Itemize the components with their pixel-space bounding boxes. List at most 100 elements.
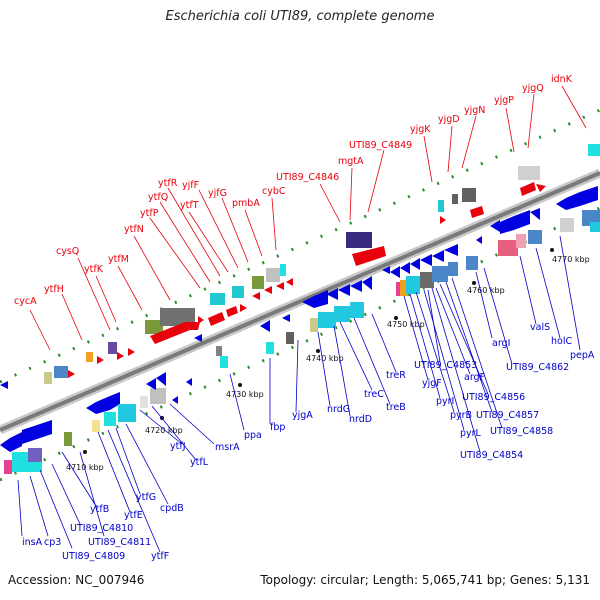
gene-label[interactable]: UTI89_C4858 (490, 426, 553, 437)
gene-label[interactable]: mgtA (338, 156, 364, 167)
gene-label[interactable]: yjgN (464, 105, 485, 116)
gene-label[interactable]: ytfR (158, 178, 178, 189)
gene-label[interactable]: treB (386, 402, 406, 413)
gene-block (498, 240, 518, 256)
gene-arrow (172, 396, 178, 404)
gene-block (104, 412, 116, 426)
gene-label[interactable]: yjgQ (522, 83, 544, 94)
gene-arrow (520, 182, 536, 196)
gene-arrow (410, 258, 420, 270)
gene-label[interactable]: UTI89_C4846 (276, 172, 339, 183)
gene-label[interactable]: UTI89_C4854 (460, 450, 523, 461)
gene-label[interactable]: valS (530, 322, 550, 333)
gene-block (462, 188, 476, 202)
gene-block (28, 448, 42, 462)
tick-label: 4720 kbp (145, 426, 183, 435)
gene-arrow (400, 262, 410, 274)
map-title: Escherichia coli UTI89, complete genome (165, 9, 435, 24)
bottom-gene-label-texts: insA cp3 UTI89_C4809 UTI89_C4810 ytfB UT… (22, 322, 595, 562)
gene-label[interactable]: nrdD (349, 414, 372, 425)
gene-label[interactable]: pyrL (460, 428, 482, 439)
gene-label[interactable]: yjfF (182, 180, 199, 191)
gene-block (518, 166, 540, 180)
gene-label[interactable]: yjgP (494, 95, 514, 106)
gene-label[interactable]: msrA (215, 442, 240, 453)
gene-label[interactable]: pepA (570, 350, 595, 361)
gene-arrow (514, 210, 530, 230)
gene-arrow (226, 306, 238, 317)
gene-label[interactable]: argF (464, 372, 485, 383)
gene-block (4, 460, 12, 474)
gene-label[interactable]: UTI89_C4857 (476, 410, 539, 421)
gene-arrow (264, 286, 272, 294)
gene-arrow (326, 288, 338, 300)
gene-label[interactable]: pyrB (450, 410, 472, 421)
gene-label[interactable]: yjgA (292, 410, 313, 421)
gene-label[interactable]: nrdG (327, 404, 350, 415)
gene-arrow (390, 266, 400, 278)
genome-backbone (0, 168, 600, 435)
gene-label[interactable]: cysQ (56, 246, 79, 257)
gene-label[interactable]: yjfG (208, 188, 227, 199)
gene-label[interactable]: holC (551, 336, 572, 347)
gene-label[interactable]: ytfL (190, 457, 209, 468)
tick-label: 4750 kbp (387, 320, 425, 329)
gene-label[interactable]: ytfJ (170, 441, 186, 452)
gene-arrow (536, 184, 546, 192)
gene-label[interactable]: UTI89_C4811 (88, 537, 151, 548)
gene-block (286, 332, 294, 344)
gene-label[interactable]: yjgK (410, 124, 431, 135)
gene-label[interactable]: cycA (14, 296, 37, 307)
gene-label[interactable]: UTI89_C4849 (349, 140, 412, 151)
gene-label[interactable]: insA (22, 537, 43, 548)
gene-label[interactable]: ytfF (151, 551, 169, 562)
gene-label[interactable]: yjgD (438, 114, 460, 125)
gene-label[interactable]: ytfM (108, 254, 129, 265)
gene-label[interactable]: ytfT (180, 200, 199, 211)
gene-label[interactable]: cpdB (160, 503, 184, 514)
gene-label[interactable]: pyrI (436, 396, 454, 407)
gene-label[interactable]: ytfP (140, 208, 159, 219)
gene-label[interactable]: cybC (262, 186, 286, 197)
gene-arrow (490, 220, 500, 232)
gene-label[interactable]: ytfH (44, 284, 64, 295)
gene-arrow (470, 206, 484, 218)
gene-block (334, 306, 350, 322)
gene-label[interactable]: UTI89_C4862 (506, 362, 569, 373)
gene-arrow (68, 370, 75, 378)
gene-label[interactable]: treC (364, 389, 384, 400)
gene-label[interactable]: argI (492, 338, 510, 349)
tick-label: 4710 kbp (66, 463, 104, 472)
gene-label[interactable]: ytfG (136, 492, 156, 503)
accession-text: Accession: NC_007946 (8, 573, 145, 587)
gene-label[interactable]: fbp (270, 422, 285, 433)
gene-label[interactable]: UTI89_C4810 (70, 523, 133, 534)
gene-label[interactable]: ytfQ (148, 192, 168, 203)
gene-label[interactable]: ytfK (84, 264, 104, 275)
bottom-gene-labels (17, 235, 581, 553)
gene-arrow (420, 254, 432, 266)
gene-label[interactable]: UTI89_C4853 (414, 360, 477, 371)
gene-arrow (110, 392, 120, 410)
gene-arrow (444, 244, 458, 256)
gene-arrow (208, 312, 225, 326)
gene-block (528, 230, 542, 244)
gene-arrow (86, 402, 96, 414)
gene-label[interactable]: ytfB (90, 504, 109, 515)
gene-label[interactable]: ytfE (124, 510, 143, 521)
gene-block (108, 342, 117, 354)
gene-label[interactable]: UTI89_C4856 (462, 392, 525, 403)
gene-arrow (260, 320, 270, 332)
gene-label[interactable]: yjgF (422, 378, 442, 389)
gene-label[interactable]: cp3 (44, 537, 61, 548)
gene-label[interactable]: pmbA (232, 198, 260, 209)
gene-arrow (22, 424, 40, 444)
gene-label[interactable]: idnK (551, 74, 573, 85)
gene-label[interactable]: treR (386, 370, 406, 381)
tick-label: 4740 kbp (306, 354, 344, 363)
gene-label[interactable]: ytfN (124, 224, 144, 235)
gene-label[interactable]: ppa (244, 430, 262, 441)
gene-block (350, 302, 364, 318)
gene-arrow (338, 284, 350, 296)
gene-label[interactable]: UTI89_C4809 (62, 551, 125, 562)
